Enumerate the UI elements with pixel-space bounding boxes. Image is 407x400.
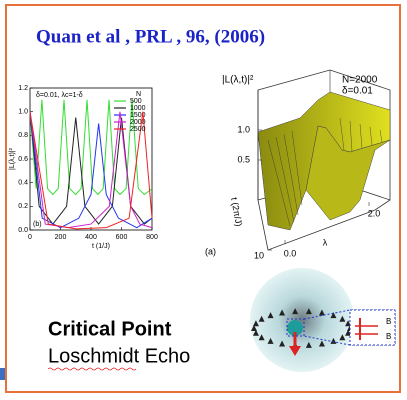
x-axis-label: λ <box>323 237 328 247</box>
slide: Quan et al , PRL , 96, (2006) Critical P… <box>0 0 407 400</box>
y-tick-label: 1.0 <box>18 109 28 116</box>
x-tick-label: 800 <box>146 234 158 241</box>
y-tick-label: 0.2 <box>18 203 28 210</box>
y-tick-label: 0.4 <box>18 180 28 187</box>
legend-label: 2500 <box>130 126 146 133</box>
annotation: N=2000 <box>342 75 378 86</box>
y-tick-label: 0.0 <box>18 227 28 234</box>
bullet: Loschmidt Echo <box>48 345 190 367</box>
z-tick-label: 0.5 <box>237 154 250 164</box>
annotation: δ=0.01 <box>342 86 373 97</box>
panel-label: (a) <box>205 246 216 256</box>
edge-marker <box>0 368 5 380</box>
bullet: Critical Point <box>48 318 172 340</box>
glow <box>250 268 354 372</box>
x-tick-label: 0.0 <box>284 248 297 258</box>
y-tick-label: 0.6 <box>18 156 28 163</box>
y-tick-label: 10 <box>254 250 264 260</box>
field-label: B <box>386 317 391 326</box>
z-tick-label: 1.0 <box>237 124 250 134</box>
x-tick-label: 400 <box>85 234 97 241</box>
x-tick-label: 2.0 <box>368 208 381 218</box>
x-tick-label: 0 <box>28 234 32 241</box>
panel-label: (b) <box>33 221 42 228</box>
y-axis-label: |L(λ,t)|² <box>9 147 16 170</box>
slide-title: Quan et al , PRL , 96, (2006) <box>36 26 265 47</box>
x-axis-label: t (1/J) <box>92 243 110 250</box>
legend-label: 500 <box>130 98 142 105</box>
y-tick-label: 1.2 <box>18 85 28 92</box>
x-tick-label: 200 <box>55 234 67 241</box>
legend-title: N <box>136 91 141 98</box>
z-axis-title: |L(λ,t)|² <box>222 75 254 86</box>
y-tick-label: 0.8 <box>18 132 28 139</box>
annotation: δ=0.01, λc=1-δ <box>36 92 83 99</box>
legend-label: 1000 <box>130 105 146 112</box>
field-label: B <box>386 332 391 341</box>
x-tick-label: 600 <box>116 234 128 241</box>
